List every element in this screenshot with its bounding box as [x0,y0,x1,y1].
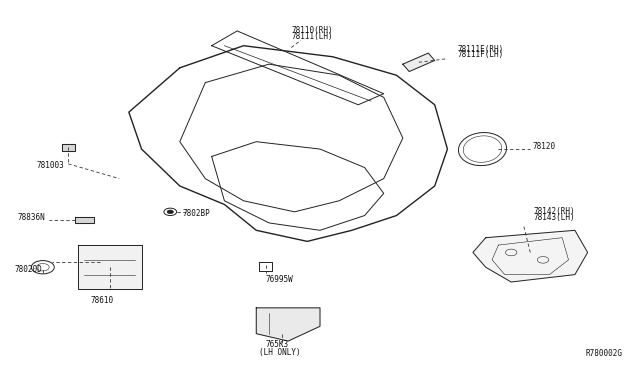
Text: 7802BP: 7802BP [183,209,211,218]
Text: R780002G: R780002G [586,349,623,358]
Text: 78111(LH): 78111(LH) [291,32,333,41]
Text: 781003: 781003 [36,161,64,170]
Text: (LH ONLY): (LH ONLY) [259,348,301,357]
Text: 76995W: 76995W [266,275,294,283]
Text: 78610: 78610 [91,296,114,305]
Polygon shape [473,230,588,282]
Text: 78142(RH): 78142(RH) [534,207,575,216]
Text: 78020D: 78020D [14,264,42,273]
Circle shape [167,210,173,214]
Polygon shape [62,144,75,151]
Polygon shape [403,53,435,71]
Text: 765K3: 765K3 [266,340,289,349]
Text: 78110(RH): 78110(RH) [291,26,333,35]
Polygon shape [78,245,141,289]
Polygon shape [75,217,94,223]
Text: 78836N: 78836N [17,213,45,222]
Polygon shape [256,308,320,341]
Text: 78111E(RH): 78111E(RH) [457,45,503,54]
Text: 78143(LH): 78143(LH) [534,213,575,222]
Text: 78111F(LH): 78111F(LH) [457,50,503,60]
Text: 78120: 78120 [532,142,556,151]
